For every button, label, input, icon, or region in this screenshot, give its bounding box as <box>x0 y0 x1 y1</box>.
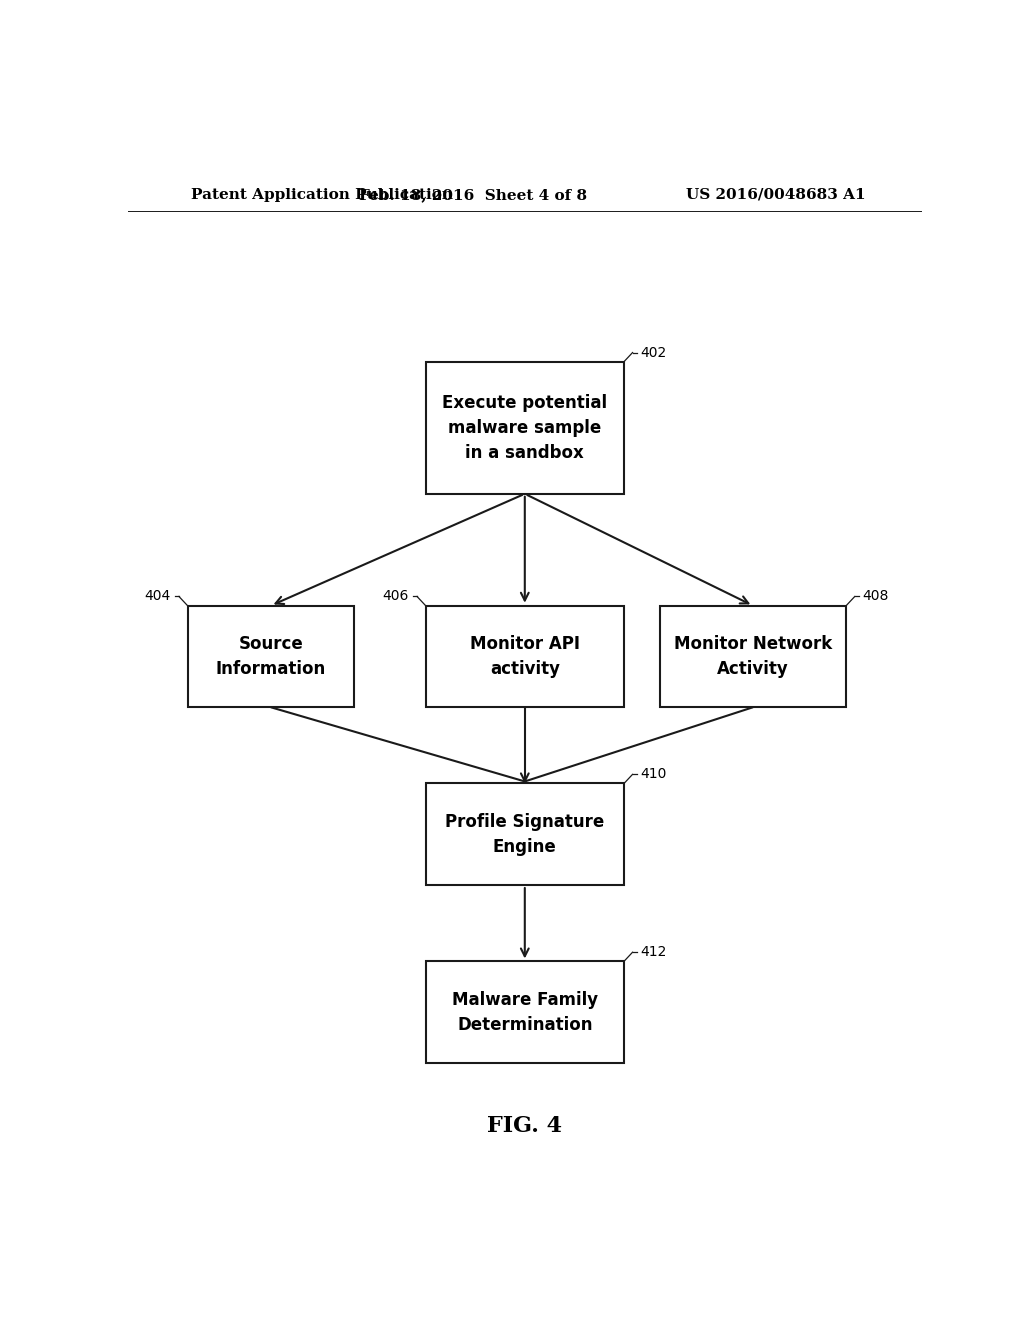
Text: 412: 412 <box>640 945 667 960</box>
Text: US 2016/0048683 A1: US 2016/0048683 A1 <box>686 187 866 202</box>
Text: Malware Family
Determination: Malware Family Determination <box>452 991 598 1034</box>
Text: 404: 404 <box>144 590 171 603</box>
Text: 406: 406 <box>383 590 410 603</box>
Text: 402: 402 <box>640 346 667 359</box>
Text: 408: 408 <box>862 590 889 603</box>
Bar <box>187 606 354 708</box>
Text: Source
Information: Source Information <box>216 635 326 678</box>
Text: Monitor Network
Activity: Monitor Network Activity <box>674 635 833 678</box>
Bar <box>426 784 624 886</box>
Text: Execute potential
malware sample
in a sandbox: Execute potential malware sample in a sa… <box>442 393 607 462</box>
Bar <box>426 606 624 708</box>
Text: Feb. 18, 2016  Sheet 4 of 8: Feb. 18, 2016 Sheet 4 of 8 <box>359 187 588 202</box>
Text: Patent Application Publication: Patent Application Publication <box>191 187 454 202</box>
Bar <box>426 961 624 1063</box>
Text: Profile Signature
Engine: Profile Signature Engine <box>445 813 604 855</box>
Bar <box>426 362 624 494</box>
Text: FIG. 4: FIG. 4 <box>487 1115 562 1137</box>
Text: Monitor API
activity: Monitor API activity <box>470 635 580 678</box>
Text: 410: 410 <box>640 767 667 781</box>
Bar <box>659 606 846 708</box>
